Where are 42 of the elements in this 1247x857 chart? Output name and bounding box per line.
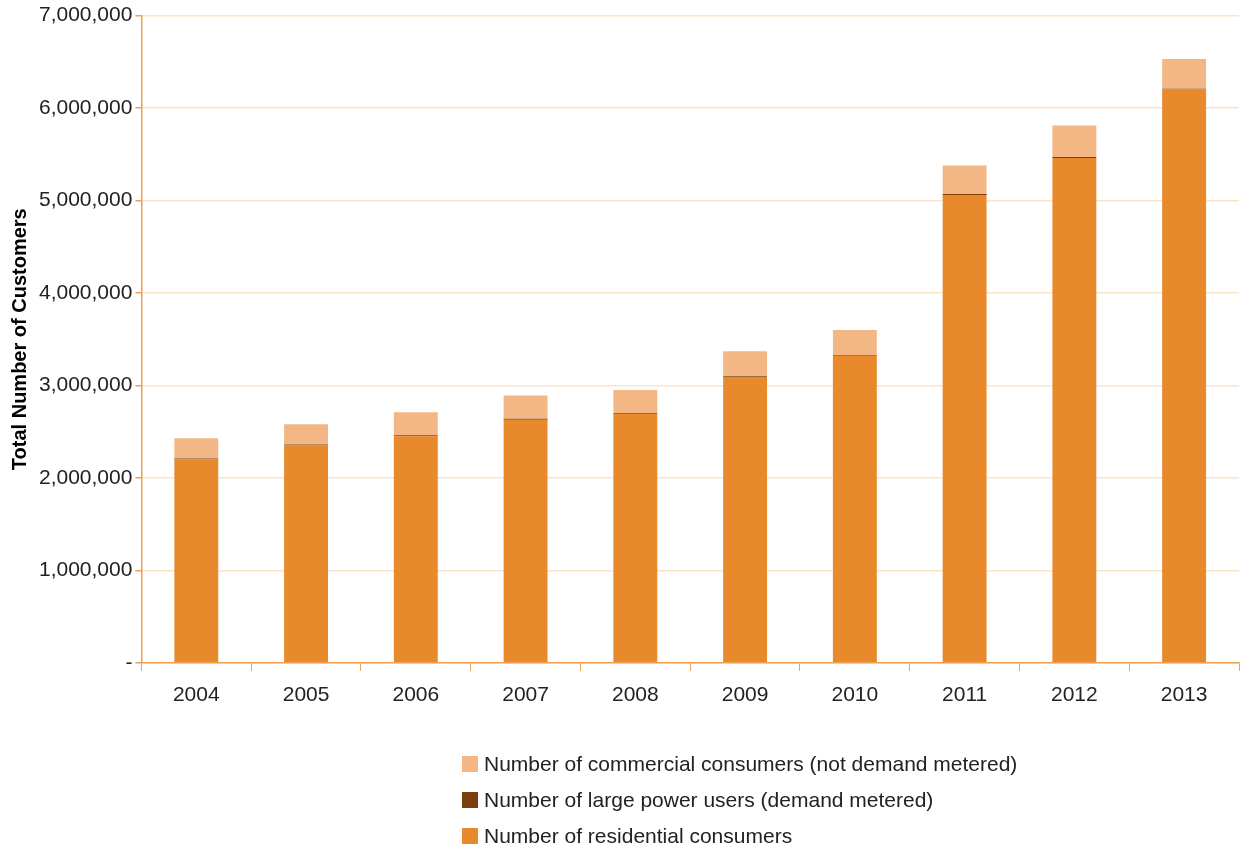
x-tick-label: 2007	[502, 682, 549, 706]
bar	[284, 445, 329, 663]
y-tick-label: 3,000,000	[38, 372, 133, 396]
bar	[942, 194, 987, 663]
bar	[942, 165, 987, 195]
x-tick-label: 2005	[282, 682, 330, 706]
bar	[1162, 89, 1207, 663]
bar	[613, 390, 658, 414]
x-tick-label: 2004	[172, 682, 220, 706]
bar	[393, 412, 438, 436]
bar	[1162, 59, 1207, 89]
bar	[174, 438, 219, 459]
legend-label: Number of large power users (demand metered)	[484, 788, 934, 812]
y-tick-label: 4,000,000	[38, 279, 133, 303]
y-tick-label: 7,000,000	[38, 2, 133, 26]
x-tick-label: 2013	[1160, 682, 1208, 706]
bar	[503, 419, 548, 663]
y-tick-label: -	[125, 649, 133, 673]
x-tick-label: 2011	[942, 682, 988, 706]
bar	[832, 329, 877, 355]
bar	[723, 377, 768, 663]
bar	[284, 424, 329, 445]
x-tick-label: 2010	[831, 682, 879, 706]
bar	[1052, 157, 1097, 663]
y-tick-label: 6,000,000	[38, 94, 133, 118]
x-tick-label: 2012	[1051, 682, 1098, 706]
y-axis-title: Total Number of Customers	[7, 208, 30, 471]
bar	[174, 459, 219, 663]
y-tick-label: 1,000,000	[38, 557, 133, 581]
x-tick-label: 2008	[611, 682, 659, 706]
y-tick-label: 2,000,000	[38, 464, 133, 488]
bar	[503, 395, 548, 419]
legend-label: Number of residential consumers	[484, 824, 793, 848]
bar	[393, 436, 438, 663]
legend-label: Number of commercial consumers (not demand metered)	[484, 752, 1018, 776]
bar	[1052, 125, 1097, 158]
x-tick-label: 2006	[392, 682, 440, 706]
bar	[723, 351, 768, 377]
bar	[832, 355, 877, 663]
x-tick-label: 2009	[721, 682, 769, 706]
bar	[613, 414, 658, 663]
y-tick-label: 5,000,000	[38, 187, 133, 211]
